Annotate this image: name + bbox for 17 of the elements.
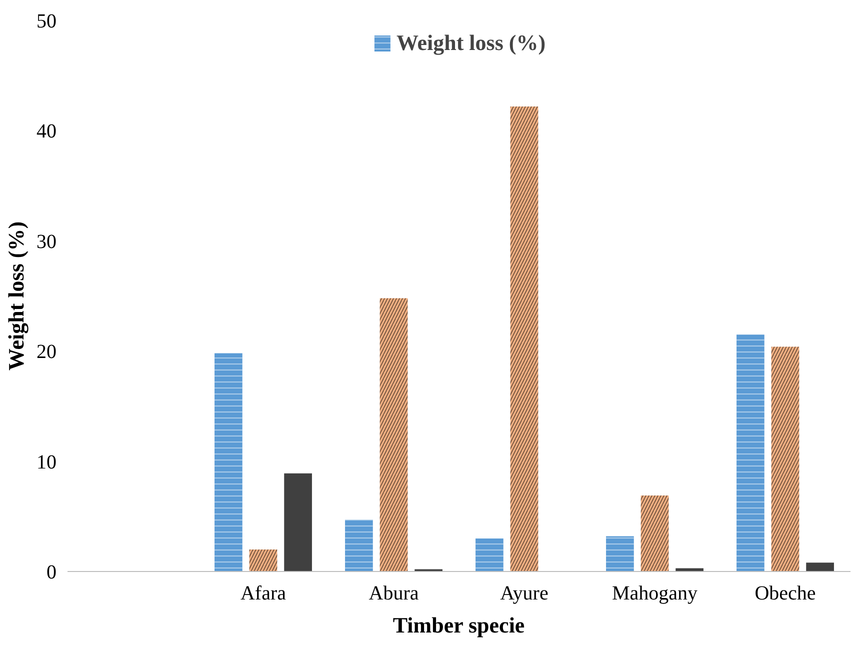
y-tick-label: 20 (36, 341, 56, 364)
x-tick-label: Afara (240, 582, 286, 604)
legend-label: Weight loss (%) (396, 30, 546, 56)
bar (806, 562, 834, 572)
y-tick-label: 10 (36, 451, 56, 474)
bar (284, 473, 312, 572)
y-tick-label: 50 (36, 10, 56, 32)
y-tick-label: 40 (36, 120, 56, 143)
bar (676, 568, 704, 572)
x-axis-title: Timber specie (392, 612, 525, 638)
x-tick-label: Abura (368, 582, 419, 604)
x-tick-label: Obeche (754, 582, 816, 604)
y-tick-label: 0 (46, 562, 56, 584)
x-tick-label: Ayure (500, 582, 548, 604)
y-tick-label: 30 (36, 230, 56, 253)
x-tick-label: Mahogany (612, 582, 698, 604)
y-axis-title: Weight loss (%) (4, 221, 28, 371)
